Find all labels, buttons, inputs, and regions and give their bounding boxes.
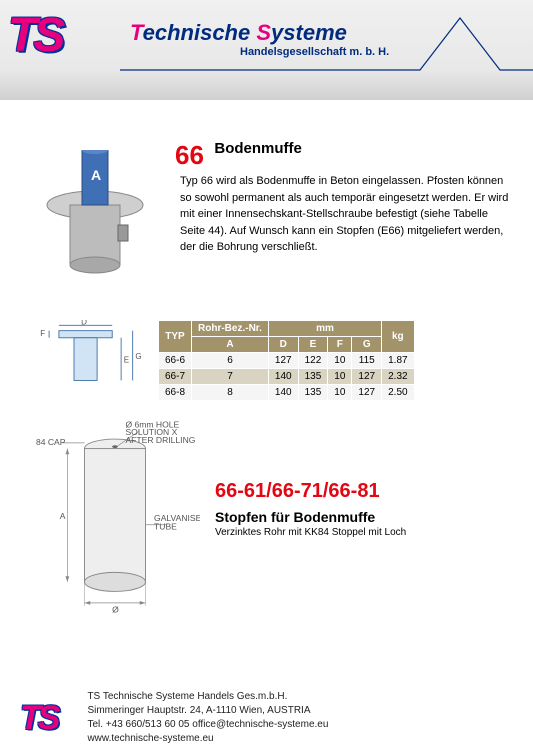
spec-table-body: 66-66127122101151.8766-77140135101272.32… [159,353,415,401]
svg-text:Ø: Ø [112,604,119,614]
svg-text:84 CAP: 84 CAP [36,437,66,447]
td-a: 8 [192,385,269,401]
table-row: 66-66127122101151.87 [159,353,415,369]
th-kg: kg [382,321,414,353]
td-g: 115 [352,353,382,369]
td-g: 127 [352,369,382,385]
td-e: 135 [298,385,328,401]
th-rohr: Rohr-Bez.-Nr. [192,321,269,337]
td-kg: 2.32 [382,369,414,385]
company-title: Technische Systeme [130,20,347,46]
th-mm-F: F [328,337,352,353]
td-a: 7 [192,369,269,385]
table-row: 66-88140135101272.50 [159,385,415,401]
product-title: Bodenmuffe [214,140,302,157]
product2-code: 66-61/66-71/66-81 [215,480,510,503]
product-section-66: A 66 Bodenmuffe Typ 66 wird als Bodenmuf… [30,140,510,290]
svg-text:D: D [81,320,87,326]
product2-text-block: 66-61/66-71/66-81 Stopfen für Bodenmuffe… [215,420,510,538]
logo-ts: TS [8,8,61,63]
svg-text:E: E [124,356,129,365]
td-f: 10 [328,353,352,369]
svg-text:F: F [40,329,45,338]
company-subtitle: Handelsgesellschaft m. b. H. [240,46,389,58]
th-mm-D: D [268,337,298,353]
footer-line4: www.technische-systeme.eu [87,732,328,746]
td-a: 6 [192,353,269,369]
th-mm-E: E [298,337,328,353]
title-rest2: ysteme [271,20,347,45]
table-row: 66-77140135101272.32 [159,369,415,385]
spec-table: TYPRohr-Bez.-Nr.mmkgADEFG 66-66127122101… [158,320,415,401]
footer-line3: Tel. +43 660/513 60 05 office@technische… [87,718,328,732]
td-f: 10 [328,385,352,401]
td-d: 140 [268,369,298,385]
page-header: TS Technische Systeme Handelsgesellschaf… [0,0,533,100]
td-d: 127 [268,353,298,369]
socket-label-a: A [91,167,101,183]
footer-text: TS Technische Systeme Handels Ges.m.b.H.… [87,690,328,746]
title-t: T [130,20,143,45]
product-description: Typ 66 wird als Bodenmuffe in Beton eing… [180,173,510,256]
td-typ: 66-7 [159,369,192,385]
td-g: 127 [352,385,382,401]
svg-text:A: A [60,511,66,521]
dimension-diagram: D F E G [30,320,150,400]
footer-logo: TS [20,699,57,738]
footer-line2: Simmeringer Hauptstr. 24, A-1110 Wien, A… [87,704,328,718]
product2-desc: Verzinktes Rohr mit KK84 Stoppel mit Loc… [215,527,510,538]
td-typ: 66-8 [159,385,192,401]
title-s: S [256,20,271,45]
page-footer: TS TS Technische Systeme Handels Ges.m.b… [20,690,510,746]
td-typ: 66-6 [159,353,192,369]
th-typ: TYP [159,321,192,353]
svg-text:AFTER DRILLING: AFTER DRILLING [125,435,195,445]
product-number: 66 [175,140,204,171]
spec-table-head: TYPRohr-Bez.-Nr.mmkg ADEFG [159,321,415,353]
td-e: 122 [298,353,328,369]
td-d: 140 [268,385,298,401]
svg-text:TUBE: TUBE [154,522,177,532]
product-image-socket: A [30,150,160,290]
td-kg: 2.50 [382,385,414,401]
svg-text:G: G [135,352,141,361]
product-section-stopfen: Ø 6mm HOLE SOLUTION X AFTER DRILLING 84 … [30,420,510,620]
td-e: 135 [298,369,328,385]
tube-technical-drawing: Ø 6mm HOLE SOLUTION X AFTER DRILLING 84 … [30,420,200,620]
th-rohr-a: A [192,337,269,353]
title-rest1: echnische [143,20,257,45]
product2-title: Stopfen für Bodenmuffe [215,509,510,525]
th-mm: mm [268,321,381,337]
td-f: 10 [328,369,352,385]
footer-line1: TS Technische Systeme Handels Ges.m.b.H. [87,690,328,704]
td-kg: 1.87 [382,353,414,369]
th-mm-G: G [352,337,382,353]
spec-section: D F E G TYPRohr-Bez.-Nr.mmkgADEFG 66-661… [30,320,510,401]
